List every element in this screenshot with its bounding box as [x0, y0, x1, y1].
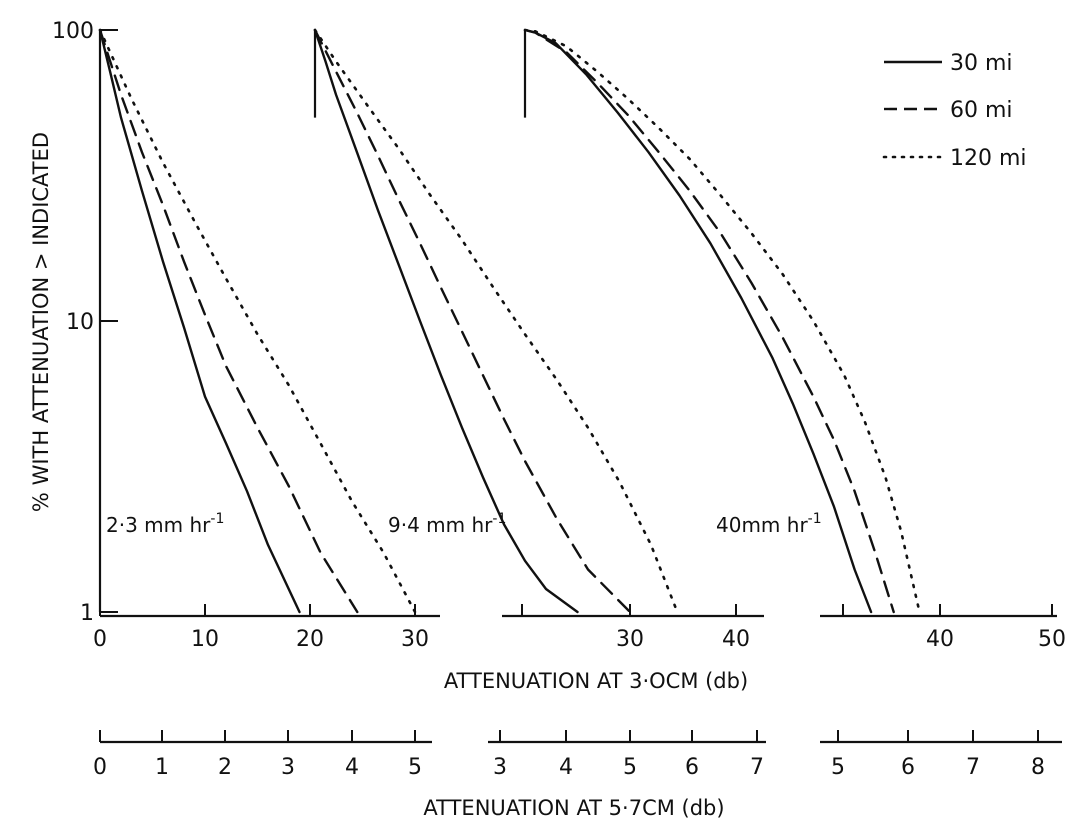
x-tick-label-5-7cm: 1	[155, 755, 169, 780]
x-tick-label-5-7cm: 3	[281, 755, 295, 780]
curve-30mi-panel-3	[523, 28, 873, 614]
x-tick-label-3cm: 40	[926, 627, 954, 652]
y-tick-label: 1	[80, 601, 94, 626]
x-tick-label-5-7cm: 5	[623, 755, 637, 780]
rain-rate-label-panel-2: 9·4 mm hr-1	[388, 511, 506, 537]
x-tick-label-3cm: 10	[191, 627, 219, 652]
x-tick-label-5-7cm: 3	[493, 755, 507, 780]
legend-label-30mi: 30 mi	[950, 51, 1013, 76]
curve-120mi-panel-3	[523, 28, 921, 614]
curve-120mi-panel-2	[313, 28, 679, 614]
rain-rate-exponent: -1	[210, 511, 224, 527]
x-tick-label-5-7cm: 2	[218, 755, 232, 780]
x-tick-label-5-7cm: 4	[559, 755, 573, 780]
curve-60mi-panel-3	[523, 28, 895, 614]
y-axis-label: % WITH ATTENUATION > INDICATED	[29, 132, 53, 512]
curve-30mi-panel-2	[313, 28, 579, 614]
x-tick-label-5-7cm: 6	[901, 755, 915, 780]
rain-rate-label-panel-1: 2·3 mm hr-1	[106, 511, 224, 537]
axes-layer	[98, 29, 1062, 744]
x-axis-title-3cm: ATTENUATION AT 3·OCM (db)	[444, 669, 748, 693]
x-tick-label-5-7cm: 5	[408, 755, 422, 780]
x-tick-label-3cm: 30	[616, 627, 644, 652]
curve-120mi-panel-1	[98, 28, 417, 614]
x-tick-label-5-7cm: 6	[685, 755, 699, 780]
y-tick-label: 100	[52, 19, 94, 44]
x-tick-label-5-7cm: 7	[966, 755, 980, 780]
x-tick-label-5-7cm: 4	[345, 755, 359, 780]
y-tick-label: 10	[66, 310, 94, 335]
curves-layer	[98, 28, 921, 614]
x-tick-label-5-7cm: 7	[750, 755, 764, 780]
legend: 30 mi 60 mi 120 mi	[882, 51, 1027, 171]
rain-rate-exponent: -1	[808, 511, 822, 527]
x-axis-title-5-7cm: ATTENUATION AT 5·7CM (db)	[423, 796, 724, 820]
legend-label-120mi: 120 mi	[950, 146, 1027, 171]
x-tick-label-5-7cm: 8	[1031, 755, 1045, 780]
x-tick-label-3cm: 30	[401, 627, 429, 652]
curve-30mi-panel-1	[98, 28, 301, 614]
x-tick-label-5-7cm: 5	[831, 755, 845, 780]
x-tick-label-3cm: 20	[296, 627, 324, 652]
x-tick-label-3cm: 50	[1038, 627, 1066, 652]
x-tick-label-3cm: 40	[722, 627, 750, 652]
rain-rate-label-panel-3: 40mm hr-1	[716, 511, 822, 537]
rain-rate-exponent: -1	[492, 511, 506, 527]
curve-60mi-panel-1	[98, 28, 359, 614]
x-tick-label-3cm: 0	[93, 627, 107, 652]
x-tick-label-5-7cm: 0	[93, 755, 107, 780]
curve-60mi-panel-2	[313, 28, 632, 614]
legend-label-60mi: 60 mi	[950, 98, 1013, 123]
